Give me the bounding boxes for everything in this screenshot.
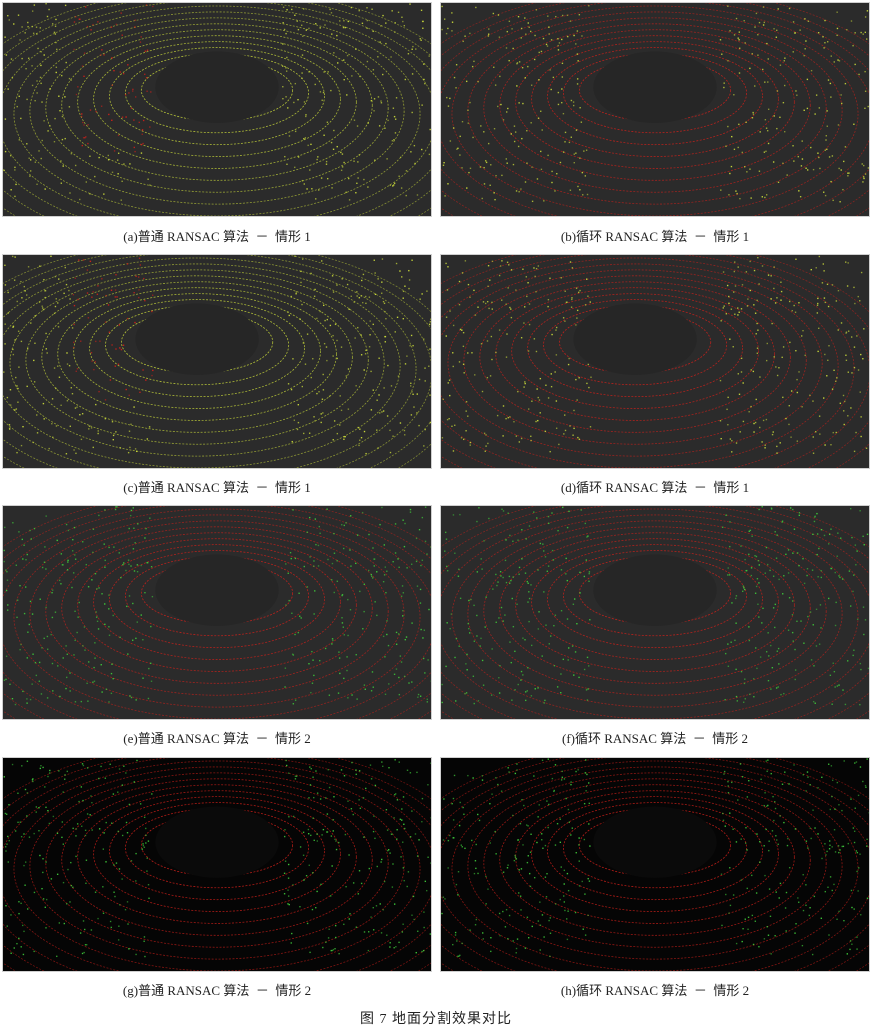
pointcloud-image [441, 506, 869, 719]
vehicle-blind-zone [593, 51, 717, 123]
vehicle-blind-zone [135, 303, 259, 375]
caption-c: (c)普通 RANSAC 算法 － 情形 1 [123, 480, 311, 495]
pointcloud-panel-h [440, 757, 870, 972]
scan-rings [3, 3, 431, 216]
caption-f: (f)循环 RANSAC 算法 － 情形 2 [562, 731, 748, 746]
pointcloud-panel-d [440, 254, 870, 469]
pointcloud-image [3, 255, 431, 468]
wall-points [3, 759, 431, 958]
pointcloud-image [441, 255, 869, 468]
pointcloud-image [441, 758, 869, 971]
pointcloud-panel-e [2, 505, 432, 720]
pointcloud-panel-g [2, 757, 432, 972]
vehicle-blind-zone [155, 554, 279, 626]
vehicle-blind-zone [155, 806, 279, 878]
pointcloud-panel-f [440, 505, 870, 720]
caption-a: (a)普通 RANSAC 算法 － 情形 1 [123, 229, 311, 244]
wall-points [441, 758, 869, 958]
caption-g: (g)普通 RANSAC 算法 － 情形 2 [122, 983, 312, 998]
wall-points [3, 506, 431, 706]
wall-points [3, 3, 431, 201]
pointcloud-image [3, 758, 431, 971]
pointcloud-image [3, 3, 431, 216]
vehicle-blind-zone [593, 806, 717, 878]
vehicle-blind-zone [573, 303, 697, 375]
pointcloud-panel-b [440, 2, 870, 217]
vehicle-blind-zone [155, 51, 279, 123]
pointcloud-image [441, 3, 869, 216]
vehicle-blind-zone [593, 554, 717, 626]
caption-b: (b)循环 RANSAC 算法 － 情形 1 [560, 229, 750, 244]
pointcloud-panel-a [2, 2, 432, 217]
caption-d: (d)循环 RANSAC 算法 － 情形 1 [560, 480, 750, 495]
figure-caption: 图 7 地面分割效果对比 [360, 1012, 512, 1027]
wall-points [441, 255, 868, 454]
caption-h: (h)循环 RANSAC 算法 － 情形 2 [560, 983, 750, 998]
caption-e: (e)普通 RANSAC 算法 － 情形 2 [123, 731, 311, 746]
pointcloud-image [3, 506, 431, 719]
wall-points [441, 506, 869, 706]
wall-points [441, 5, 869, 203]
wall-points [3, 255, 431, 455]
pointcloud-panel-c [2, 254, 432, 469]
